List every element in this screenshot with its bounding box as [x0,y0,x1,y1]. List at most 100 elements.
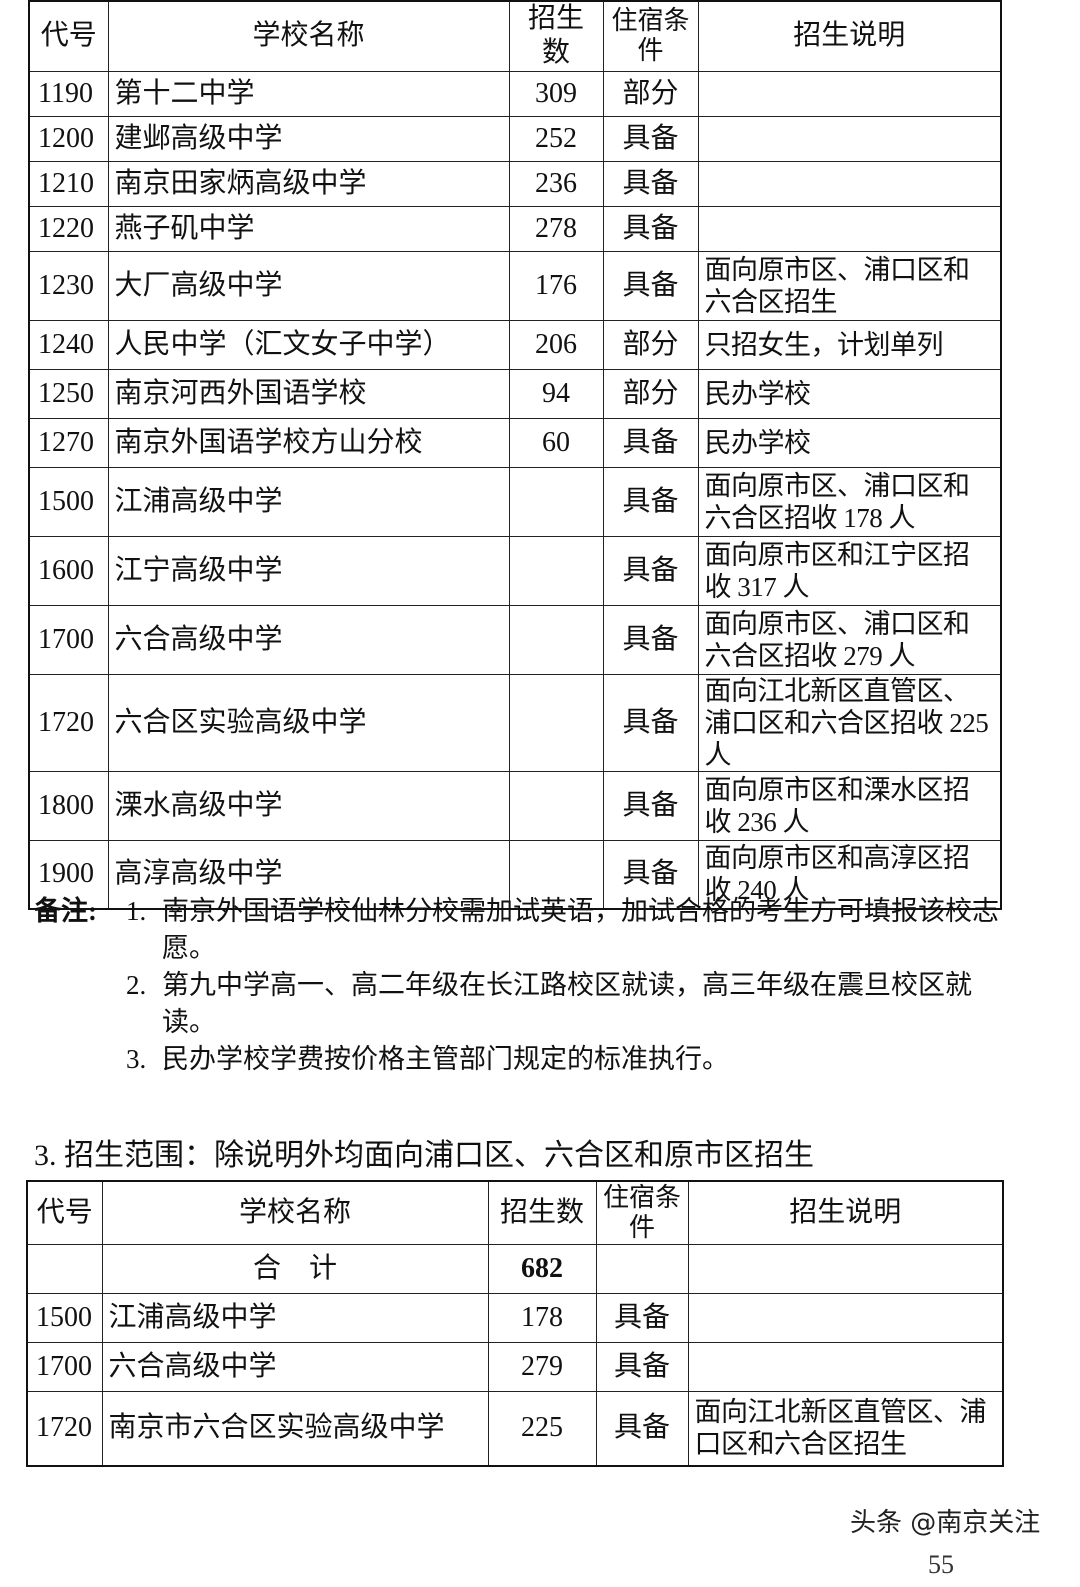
code-cell: 1230 [28,250,109,321]
code-cell: 1500 [26,1292,103,1343]
table-row: 1500 江浦高级中学 具备 面向原市区、浦口区和六合区招收 178 人 [28,466,1002,537]
count-cell: 176 [508,250,604,321]
code-cell: 1220 [28,205,109,252]
table-row: 1250 南京河西外国语学校 94 部分 民办学校 [28,368,1002,419]
count-cell [508,839,604,910]
table-row: 1270 南京外国语学校方山分校 60 具备 民办学校 [28,417,1002,468]
school-name-cell: 高淳高级中学 [107,839,510,910]
school-name-cell: 第十二中学 [107,70,510,117]
header-note: 招生说明 [687,1180,1004,1245]
table-row: 1700 六合高级中学 具备 面向原市区、浦口区和六合区招收 279 人 [28,604,1002,675]
school-name-cell: 燕子矶中学 [107,205,510,252]
count-cell [508,673,604,772]
code-cell: 1200 [28,115,109,162]
note-number: 2. [126,970,147,1000]
lodging-cell: 具备 [602,205,699,252]
total-row: 合 计 682 [26,1243,1004,1294]
lodging-cell: 具备 [602,604,699,675]
empty-cell [687,1243,1004,1294]
empty-cell [595,1243,689,1294]
count-cell [508,535,604,606]
code-cell: 1270 [28,417,109,468]
note-item: 3. 民办学校学费按价格主管部门规定的标准执行。 [34,1041,1024,1078]
note-cell: 民办学校 [697,368,1002,419]
code-cell: 1240 [28,319,109,370]
school-name-cell: 溧水高级中学 [107,770,510,841]
note-text: 第九中学高一、高二年级在长江路校区就读，高三年级在震旦校区就读。 [162,970,972,1037]
note-cell [697,160,1002,207]
note-item: 2. 第九中学高一、高二年级在长江路校区就读，高三年级在震旦校区就读。 [34,967,1024,1041]
note-cell [687,1292,1004,1343]
table-row: 1220 燕子矶中学 278 具备 [28,205,1002,252]
header-lodging: 住宿条件 [602,0,699,72]
table-row: 1200 建邺高级中学 252 具备 [28,115,1002,162]
school-name-cell: 建邺高级中学 [107,115,510,162]
table-row: 1210 南京田家炳高级中学 236 具备 [28,160,1002,207]
header-code: 代号 [26,1180,103,1245]
note-text: 民办学校学费按价格主管部门规定的标准执行。 [162,1044,729,1074]
school-name-cell: 江浦高级中学 [101,1292,489,1343]
code-cell: 1720 [26,1390,103,1467]
count-cell: 309 [508,70,604,117]
lodging-cell: 具备 [602,466,699,537]
table-row: 1500 江浦高级中学 178 具备 [26,1292,1004,1343]
count-cell: 236 [508,160,604,207]
note-cell [697,205,1002,252]
count-cell [508,466,604,537]
lodging-cell: 具备 [602,839,699,910]
header-count: 招生数 [508,0,604,72]
watermark: 头条 @南京关注 [850,1508,1041,1538]
code-cell: 1500 [28,466,109,537]
code-cell: 1700 [28,604,109,675]
school-name-cell: 人民中学（汇文女子中学） [107,319,510,370]
code-cell: 1900 [28,839,109,910]
table-header-row: 代号 学校名称 招生数 住宿条件 招生说明 [28,0,1002,72]
lodging-cell: 具备 [602,250,699,321]
lodging-cell: 具备 [602,673,699,772]
table-row: 1800 溧水高级中学 具备 面向原市区和溧水区招收 236 人 [28,770,1002,841]
admissions-table-2: 代号 学校名称 招生数 住宿条件 招生说明 合 计 682 1500 江浦高级中学… [26,1180,1004,1467]
table-row: 1600 江宁高级中学 具备 面向原市区和江宁区招收 317 人 [28,535,1002,606]
school-name-cell: 南京外国语学校方山分校 [107,417,510,468]
lodging-cell: 具备 [595,1292,689,1343]
admissions-table-1: 代号 学校名称 招生数 住宿条件 招生说明 1190 第十二中学 309 部分 1200… [28,0,1002,910]
table-row: 1240 人民中学（汇文女子中学） 206 部分 只招女生，计划单列 [28,319,1002,370]
section-title: 3. 招生范围：除说明外均面向浦口区、六合区和原市区招生 [34,1139,814,1172]
lodging-cell: 部分 [602,368,699,419]
total-label: 合 计 [101,1243,489,1294]
code-cell: 1210 [28,160,109,207]
header-code: 代号 [28,0,109,72]
note-cell: 面向江北新区直管区、浦口区和六合区招生 [687,1390,1004,1467]
total-count: 682 [487,1243,597,1294]
note-cell: 面向原市区、浦口区和六合区招收 178 人 [697,466,1002,537]
lodging-cell: 具备 [602,535,699,606]
school-name-cell: 南京田家炳高级中学 [107,160,510,207]
table-row: 1720 六合区实验高级中学 具备 面向江北新区直管区、浦口区和六合区招收 225 人 [28,673,1002,772]
lodging-cell: 部分 [602,70,699,117]
count-cell [508,770,604,841]
header-count: 招生数 [487,1180,597,1245]
note-number: 3. [126,1044,147,1074]
count-cell: 60 [508,417,604,468]
table-row: 1190 第十二中学 309 部分 [28,70,1002,117]
note-cell [697,115,1002,162]
lodging-cell: 具备 [602,770,699,841]
table-row: 1700 六合高级中学 279 具备 [26,1341,1004,1392]
page-number: 55 [928,1550,954,1579]
note-cell: 面向江北新区直管区、浦口区和六合区招收 225 人 [697,673,1002,772]
school-name-cell: 江浦高级中学 [107,466,510,537]
lodging-cell: 具备 [602,115,699,162]
lodging-cell: 具备 [602,160,699,207]
table-row: 1900 高淳高级中学 具备 面向原市区和高淳区招收 240 人 [28,839,1002,910]
header-lodging: 住宿条件 [595,1180,689,1245]
code-cell: 1800 [28,770,109,841]
note-cell [697,70,1002,117]
count-cell: 278 [508,205,604,252]
table-row: 1720 南京市六合区实验高级中学 225 具备 面向江北新区直管区、浦口区和六合区招生 [26,1390,1004,1467]
code-cell: 1250 [28,368,109,419]
lodging-cell: 部分 [602,319,699,370]
lodging-cell: 具备 [595,1341,689,1392]
note-number: 1. [126,896,147,926]
school-name-cell: 六合高级中学 [101,1341,489,1392]
count-cell: 206 [508,319,604,370]
